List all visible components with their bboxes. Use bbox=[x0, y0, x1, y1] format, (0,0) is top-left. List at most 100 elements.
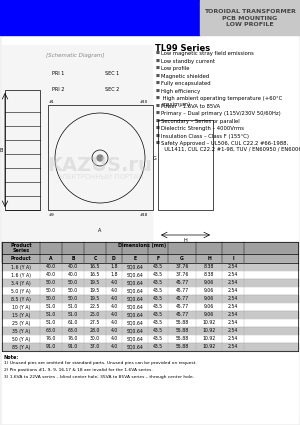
Text: F: F bbox=[156, 256, 160, 261]
Text: 2.54: 2.54 bbox=[228, 320, 238, 326]
Text: Product
Series: Product Series bbox=[10, 243, 32, 253]
Text: ■: ■ bbox=[156, 51, 160, 55]
Text: High ambient operating temperature (+60°C maximum): High ambient operating temperature (+60°… bbox=[161, 96, 282, 107]
Text: 10.92: 10.92 bbox=[202, 337, 216, 342]
Text: ■: ■ bbox=[156, 96, 160, 100]
Text: Product: Product bbox=[11, 256, 31, 261]
Text: 76.0: 76.0 bbox=[68, 337, 78, 342]
Text: High efficiency: High efficiency bbox=[161, 88, 200, 94]
Text: ■: ■ bbox=[156, 119, 160, 122]
Text: 40.0: 40.0 bbox=[46, 272, 56, 278]
Text: 43.5: 43.5 bbox=[153, 312, 163, 317]
Text: 22.5: 22.5 bbox=[90, 304, 100, 309]
Text: 45.77: 45.77 bbox=[176, 304, 189, 309]
Text: 43.5: 43.5 bbox=[153, 337, 163, 342]
Text: 50.0: 50.0 bbox=[46, 297, 56, 301]
Text: 43.5: 43.5 bbox=[153, 264, 163, 269]
Text: 40.0: 40.0 bbox=[68, 264, 78, 269]
Text: Dielectric Strength – 4000Vrms: Dielectric Strength – 4000Vrms bbox=[161, 126, 244, 131]
Text: 43.5: 43.5 bbox=[153, 304, 163, 309]
Text: SEC 1: SEC 1 bbox=[105, 71, 119, 76]
Bar bbox=[2, 45, 152, 240]
Text: 43.5: 43.5 bbox=[153, 280, 163, 286]
Text: 19.5: 19.5 bbox=[90, 280, 100, 286]
Bar bbox=[2, 335, 298, 343]
Text: 27.5: 27.5 bbox=[90, 320, 100, 326]
Text: 9.06: 9.06 bbox=[204, 304, 214, 309]
Bar bbox=[2, 327, 298, 335]
Text: 50.0: 50.0 bbox=[68, 289, 78, 294]
Text: 43.5: 43.5 bbox=[153, 345, 163, 349]
Text: 2.54: 2.54 bbox=[228, 264, 238, 269]
Bar bbox=[2, 279, 298, 287]
Text: PRI 2: PRI 2 bbox=[52, 87, 64, 91]
Text: 9.06: 9.06 bbox=[204, 297, 214, 301]
Text: SQ0.64: SQ0.64 bbox=[127, 304, 143, 309]
Text: SQ0.64: SQ0.64 bbox=[127, 337, 143, 342]
Text: 50.0: 50.0 bbox=[46, 289, 56, 294]
Text: 50.0: 50.0 bbox=[46, 280, 56, 286]
Text: 43.5: 43.5 bbox=[153, 297, 163, 301]
Text: 2.54: 2.54 bbox=[228, 304, 238, 309]
Text: 51.0: 51.0 bbox=[68, 312, 78, 317]
Text: 19.5: 19.5 bbox=[90, 289, 100, 294]
Text: C: C bbox=[93, 256, 97, 261]
Text: #9: #9 bbox=[49, 213, 55, 217]
Text: 45.77: 45.77 bbox=[176, 289, 189, 294]
Bar bbox=[48, 105, 153, 210]
Text: #18: #18 bbox=[140, 213, 148, 217]
Text: KAZUS.ru: KAZUS.ru bbox=[48, 156, 152, 175]
Text: Secondary – Series or parallel: Secondary – Series or parallel bbox=[161, 119, 240, 124]
Text: A: A bbox=[98, 227, 102, 232]
Text: 8.38: 8.38 bbox=[204, 264, 214, 269]
Text: 76.0: 76.0 bbox=[46, 337, 56, 342]
Text: 2.54: 2.54 bbox=[228, 297, 238, 301]
Text: 51.0: 51.0 bbox=[46, 320, 56, 326]
Text: 43.5: 43.5 bbox=[153, 329, 163, 334]
Bar bbox=[2, 295, 298, 303]
Text: Note:: Note: bbox=[4, 355, 19, 360]
Text: 51.0: 51.0 bbox=[46, 304, 56, 309]
Bar bbox=[0, 0, 200, 35]
Text: TOROIDAL TRANSFORMER
PCB MOUNTING
LOW PROFILE: TOROIDAL TRANSFORMER PCB MOUNTING LOW PR… bbox=[204, 9, 296, 27]
Text: 8.38: 8.38 bbox=[204, 272, 214, 278]
Text: H: H bbox=[183, 238, 187, 243]
Text: SQ0.64: SQ0.64 bbox=[127, 272, 143, 278]
Text: Insulation Class – Class F (155°C): Insulation Class – Class F (155°C) bbox=[161, 133, 249, 139]
Text: 43.5: 43.5 bbox=[153, 320, 163, 326]
Text: I: I bbox=[232, 256, 234, 261]
Text: G: G bbox=[153, 156, 157, 161]
Text: SQ0.64: SQ0.64 bbox=[127, 320, 143, 326]
Text: SQ0.64: SQ0.64 bbox=[127, 312, 143, 317]
Text: 2.54: 2.54 bbox=[228, 289, 238, 294]
Text: 55.88: 55.88 bbox=[176, 329, 189, 334]
Text: 51.0: 51.0 bbox=[68, 304, 78, 309]
Text: 4.0: 4.0 bbox=[110, 304, 118, 309]
Text: Low standby current: Low standby current bbox=[161, 59, 215, 63]
Text: ■: ■ bbox=[156, 88, 160, 93]
Text: 37.76: 37.76 bbox=[175, 264, 189, 269]
Text: 2.54: 2.54 bbox=[228, 337, 238, 342]
Text: 1.6 (Y A): 1.6 (Y A) bbox=[11, 264, 31, 269]
Text: Dimensions (mm): Dimensions (mm) bbox=[118, 243, 166, 247]
Text: SQ0.64: SQ0.64 bbox=[127, 280, 143, 286]
Text: 2) Pin positions #1, 9, 9, 16,17 & 18 are invalid for the 1.6VA series.: 2) Pin positions #1, 9, 9, 16,17 & 18 ar… bbox=[4, 368, 153, 372]
Text: D: D bbox=[112, 256, 116, 261]
Text: 28.0: 28.0 bbox=[90, 329, 100, 334]
Text: H: H bbox=[207, 256, 211, 261]
Text: ЭЛЕКТРОННЫЙ ПОРТАЛ: ЭЛЕКТРОННЫЙ ПОРТАЛ bbox=[57, 174, 143, 180]
Text: ■: ■ bbox=[156, 81, 160, 85]
Text: ■: ■ bbox=[156, 133, 160, 138]
Text: 8.5 (Y A): 8.5 (Y A) bbox=[11, 297, 31, 301]
Text: 16.5: 16.5 bbox=[90, 272, 100, 278]
Text: Safety Approved – UL506, CUL C22.2 #66-1988,: Safety Approved – UL506, CUL C22.2 #66-1… bbox=[161, 141, 288, 146]
Text: Magnetic shielded: Magnetic shielded bbox=[161, 74, 209, 79]
Text: 63.0: 63.0 bbox=[68, 329, 78, 334]
Text: 2.54: 2.54 bbox=[228, 329, 238, 334]
Text: 1.6 (Y A): 1.6 (Y A) bbox=[11, 272, 31, 278]
Circle shape bbox=[97, 155, 103, 161]
Text: 2.54: 2.54 bbox=[228, 312, 238, 317]
Text: 61.0: 61.0 bbox=[68, 320, 78, 326]
Text: 2.54: 2.54 bbox=[228, 345, 238, 349]
Text: SEC 2: SEC 2 bbox=[105, 87, 119, 91]
